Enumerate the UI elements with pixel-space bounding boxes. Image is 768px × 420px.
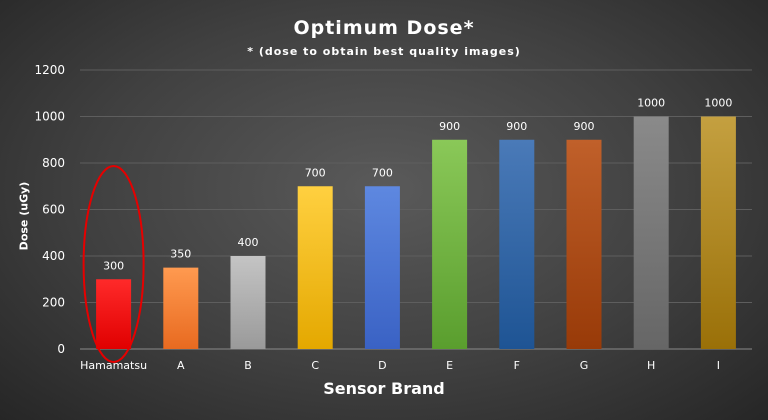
chart-subtitle: * (dose to obtain best quality images) [247, 45, 521, 58]
data-label: 400 [238, 236, 259, 249]
x-tick-label: G [580, 359, 589, 372]
bar-b [230, 256, 266, 349]
bar-a [163, 267, 199, 349]
x-axis-label: Sensor Brand [323, 379, 445, 398]
x-tick-label: E [446, 359, 453, 372]
data-label: 900 [439, 120, 460, 133]
data-label: 900 [574, 120, 595, 133]
x-tick-label: B [244, 359, 252, 372]
bar-d [364, 186, 400, 349]
y-tick-label: 400 [42, 249, 65, 263]
data-label: 700 [372, 166, 393, 179]
bar-h [633, 116, 669, 349]
bar-e [432, 139, 468, 349]
x-tick-label: C [311, 359, 319, 372]
y-tick-label: 200 [42, 296, 65, 310]
y-tick-label: 800 [42, 156, 65, 170]
bar-c [297, 186, 333, 349]
data-label: 700 [305, 166, 326, 179]
x-tick-label: I [717, 359, 720, 372]
bar-hamamatsu [96, 279, 132, 349]
x-tick-label: H [647, 359, 655, 372]
y-tick-label: 0 [57, 342, 65, 356]
x-tick-label: Hamamatsu [80, 359, 147, 372]
y-tick-label: 1000 [34, 110, 65, 124]
bar-i [700, 116, 736, 349]
y-axis-label: Dose (uGy) [17, 181, 31, 251]
bar-g [566, 139, 602, 349]
data-label: 300 [103, 259, 124, 272]
data-label: 1000 [704, 97, 732, 110]
chart-title: Optimum Dose* [293, 17, 475, 39]
x-tick-label: D [378, 359, 386, 372]
x-tick-label: A [177, 359, 185, 372]
y-tick-label: 1200 [34, 63, 65, 77]
highlight-ellipse [82, 165, 145, 363]
y-tick-label: 600 [42, 203, 65, 217]
x-tick-label: F [514, 359, 520, 372]
bar-f [499, 139, 535, 349]
data-label: 350 [170, 248, 191, 261]
data-label: 900 [506, 120, 527, 133]
data-label: 1000 [637, 97, 665, 110]
